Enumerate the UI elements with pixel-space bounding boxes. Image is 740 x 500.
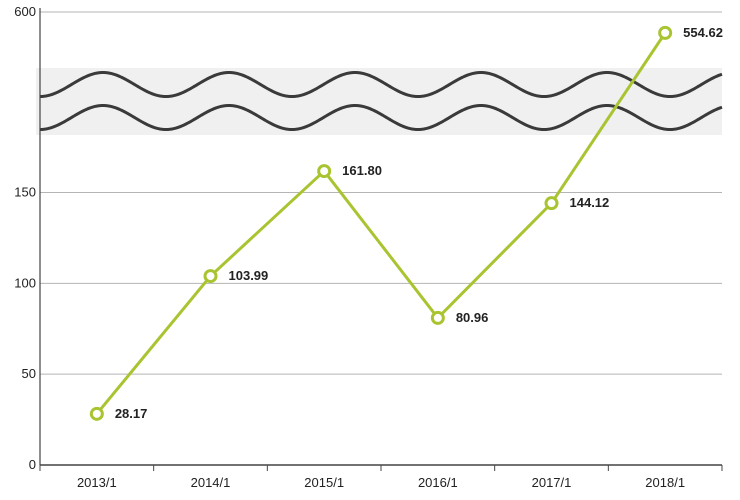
data-label-2: 161.80 <box>342 163 382 178</box>
data-point-0 <box>89 406 104 421</box>
x-tick-label-5: 2018/1 <box>645 475 685 490</box>
data-label-1: 103.99 <box>229 268 269 283</box>
data-point-5 <box>658 25 673 40</box>
data-point-2 <box>317 164 332 179</box>
x-tick-label-1: 2014/1 <box>191 475 231 490</box>
x-tick-label-2: 2015/1 <box>304 475 344 490</box>
y-tick-label-0: 0 <box>29 457 36 472</box>
axis-break-wave-top <box>39 71 723 99</box>
y-tick-labels: 0 50 100 150 600 <box>14 4 36 472</box>
series <box>89 25 673 421</box>
data-point-3 <box>430 310 445 325</box>
series-line <box>95 32 667 415</box>
axis-break-wave-bottom <box>39 104 723 132</box>
data-label-0: 28.17 <box>115 406 148 421</box>
data-point-4 <box>544 196 559 211</box>
grid-lines <box>40 11 722 375</box>
data-point-1 <box>203 269 218 284</box>
data-labels: 28.17 103.99 161.80 80.96 144.12 554.62 <box>115 25 723 421</box>
data-label-4: 144.12 <box>570 195 610 210</box>
y-tick-label-3: 150 <box>14 185 36 200</box>
x-tick-label-0: 2013/1 <box>77 475 117 490</box>
y-tick-label-1: 50 <box>22 366 36 381</box>
x-tick-labels: 2013/1 2014/1 2015/1 2016/1 2017/1 2018/1 <box>77 475 685 490</box>
axis-break-band <box>36 68 723 135</box>
y-tick-label-4: 600 <box>14 4 36 19</box>
data-label-5: 554.62 <box>683 25 723 40</box>
x-tick-label-3: 2016/1 <box>418 475 458 490</box>
x-tick-label-4: 2017/1 <box>532 475 572 490</box>
y-tick-label-2: 100 <box>14 275 36 290</box>
axes <box>39 8 723 471</box>
data-label-3: 80.96 <box>456 310 489 325</box>
